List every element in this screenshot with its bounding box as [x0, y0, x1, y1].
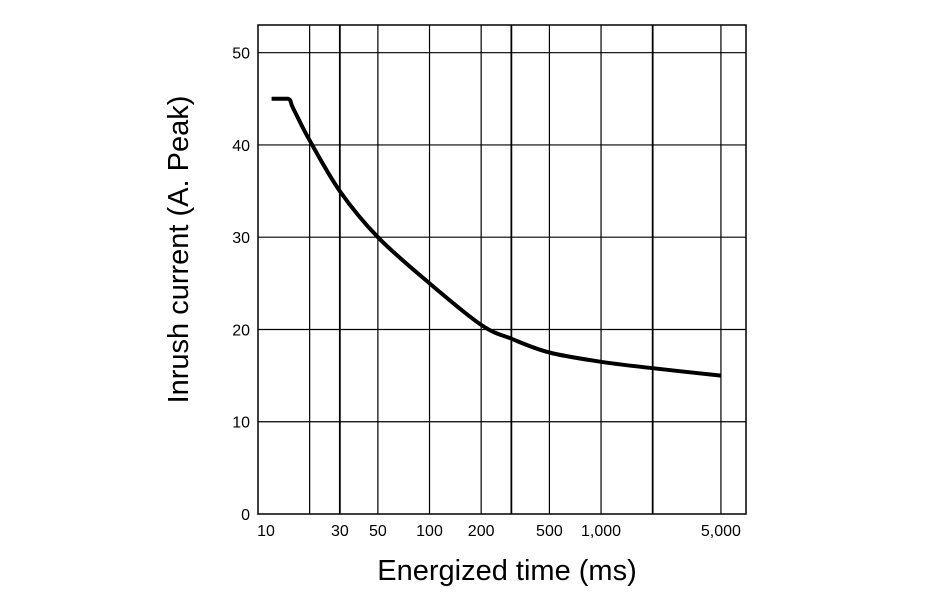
- y-axis-title: Inrush current (A. Peak): [163, 96, 195, 404]
- y-tick-label: 30: [232, 230, 250, 247]
- x-tick-label: 5,000: [701, 523, 741, 540]
- x-tick-labels: 10 30 50 100 200 500 1,000 5,000: [257, 523, 741, 540]
- y-tick-label: 40: [232, 138, 250, 155]
- x-tick-label: 1,000: [581, 523, 621, 540]
- y-tick-label: 0: [241, 507, 250, 524]
- plot-frame: [257, 24, 747, 515]
- grid: [258, 25, 746, 514]
- inrush-curve: [271, 96, 722, 378]
- x-tick-label: 50: [369, 523, 387, 540]
- y-tick-label: 20: [232, 322, 250, 339]
- x-tick-label: 200: [468, 523, 495, 540]
- y-tick-label: 10: [232, 415, 250, 432]
- x-tick-label: 10: [257, 523, 275, 540]
- y-tick-labels: 0 10 20 30 40 50: [232, 46, 250, 524]
- x-tick-label: 500: [536, 523, 563, 540]
- y-tick-label: 50: [232, 46, 250, 63]
- x-tick-label: 30: [331, 523, 349, 540]
- x-tick-label: 100: [416, 523, 443, 540]
- curve-group: [271, 96, 722, 378]
- x-axis-title: Energized time (ms): [377, 555, 636, 587]
